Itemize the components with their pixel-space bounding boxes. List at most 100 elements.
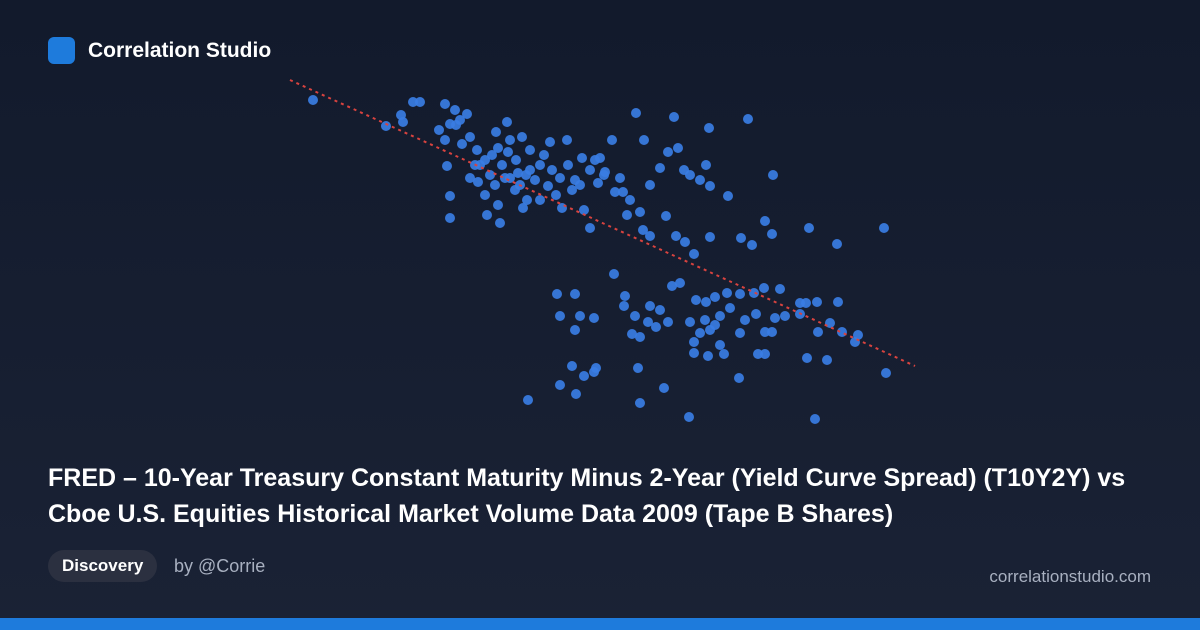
point	[450, 105, 460, 115]
point	[465, 173, 475, 183]
point	[635, 207, 645, 217]
point	[703, 351, 713, 361]
point	[832, 239, 842, 249]
point	[879, 223, 889, 233]
point	[579, 205, 589, 215]
point	[704, 123, 714, 133]
point	[675, 278, 685, 288]
point	[740, 315, 750, 325]
point	[747, 240, 757, 250]
point	[701, 160, 711, 170]
point	[627, 329, 637, 339]
point	[645, 180, 655, 190]
point	[812, 297, 822, 307]
point	[539, 150, 549, 160]
point	[622, 210, 632, 220]
point	[585, 223, 595, 233]
point	[503, 147, 513, 157]
point	[523, 395, 533, 405]
point	[545, 137, 555, 147]
point	[440, 99, 450, 109]
point	[590, 155, 600, 165]
point	[749, 288, 759, 298]
point	[659, 383, 669, 393]
point	[462, 109, 472, 119]
point	[465, 132, 475, 142]
footer-bar	[0, 618, 1200, 630]
point	[715, 311, 725, 321]
point	[780, 311, 790, 321]
point	[442, 161, 452, 171]
point	[615, 173, 625, 183]
point	[760, 216, 770, 226]
point	[719, 349, 729, 359]
point	[645, 231, 655, 241]
point	[723, 191, 733, 201]
point	[667, 281, 677, 291]
point	[445, 191, 455, 201]
point	[535, 195, 545, 205]
category-tag[interactable]: Discovery	[48, 550, 158, 582]
point	[700, 315, 710, 325]
point	[513, 168, 523, 178]
point	[760, 349, 770, 359]
point	[493, 143, 503, 153]
point	[701, 297, 711, 307]
point	[511, 155, 521, 165]
point	[505, 135, 515, 145]
point	[591, 363, 601, 373]
point	[736, 233, 746, 243]
point	[557, 203, 567, 213]
point	[455, 115, 465, 125]
point	[802, 353, 812, 363]
point	[685, 317, 695, 327]
point	[630, 311, 640, 321]
point	[751, 309, 761, 319]
point	[715, 340, 725, 350]
point	[767, 327, 777, 337]
point	[735, 289, 745, 299]
point	[577, 153, 587, 163]
point	[710, 292, 720, 302]
point	[575, 180, 585, 190]
point	[850, 337, 860, 347]
point	[689, 249, 699, 259]
point	[631, 108, 641, 118]
author[interactable]: by @Corrie	[174, 556, 266, 576]
point	[673, 143, 683, 153]
point	[381, 121, 391, 131]
point	[308, 95, 318, 105]
point	[502, 117, 512, 127]
point	[725, 303, 735, 313]
point	[485, 170, 495, 180]
point	[705, 181, 715, 191]
point	[695, 328, 705, 338]
point	[655, 305, 665, 315]
point	[689, 337, 699, 347]
point	[638, 225, 648, 235]
point	[491, 127, 501, 137]
point	[822, 355, 832, 365]
point	[589, 313, 599, 323]
point	[543, 181, 553, 191]
point	[610, 187, 620, 197]
point	[570, 289, 580, 299]
point	[500, 173, 510, 183]
point	[585, 165, 595, 175]
point	[669, 112, 679, 122]
scatter-plot	[289, 79, 916, 424]
point	[695, 175, 705, 185]
point	[881, 368, 891, 378]
point	[643, 317, 653, 327]
point	[563, 160, 573, 170]
point	[473, 177, 483, 187]
brand[interactable]: Correlation Studio	[88, 39, 272, 62]
trend-line	[289, 79, 916, 367]
logo	[48, 37, 75, 64]
point	[609, 269, 619, 279]
point	[579, 371, 589, 381]
point	[495, 218, 505, 228]
point	[490, 180, 500, 190]
point	[734, 373, 744, 383]
point	[635, 332, 645, 342]
